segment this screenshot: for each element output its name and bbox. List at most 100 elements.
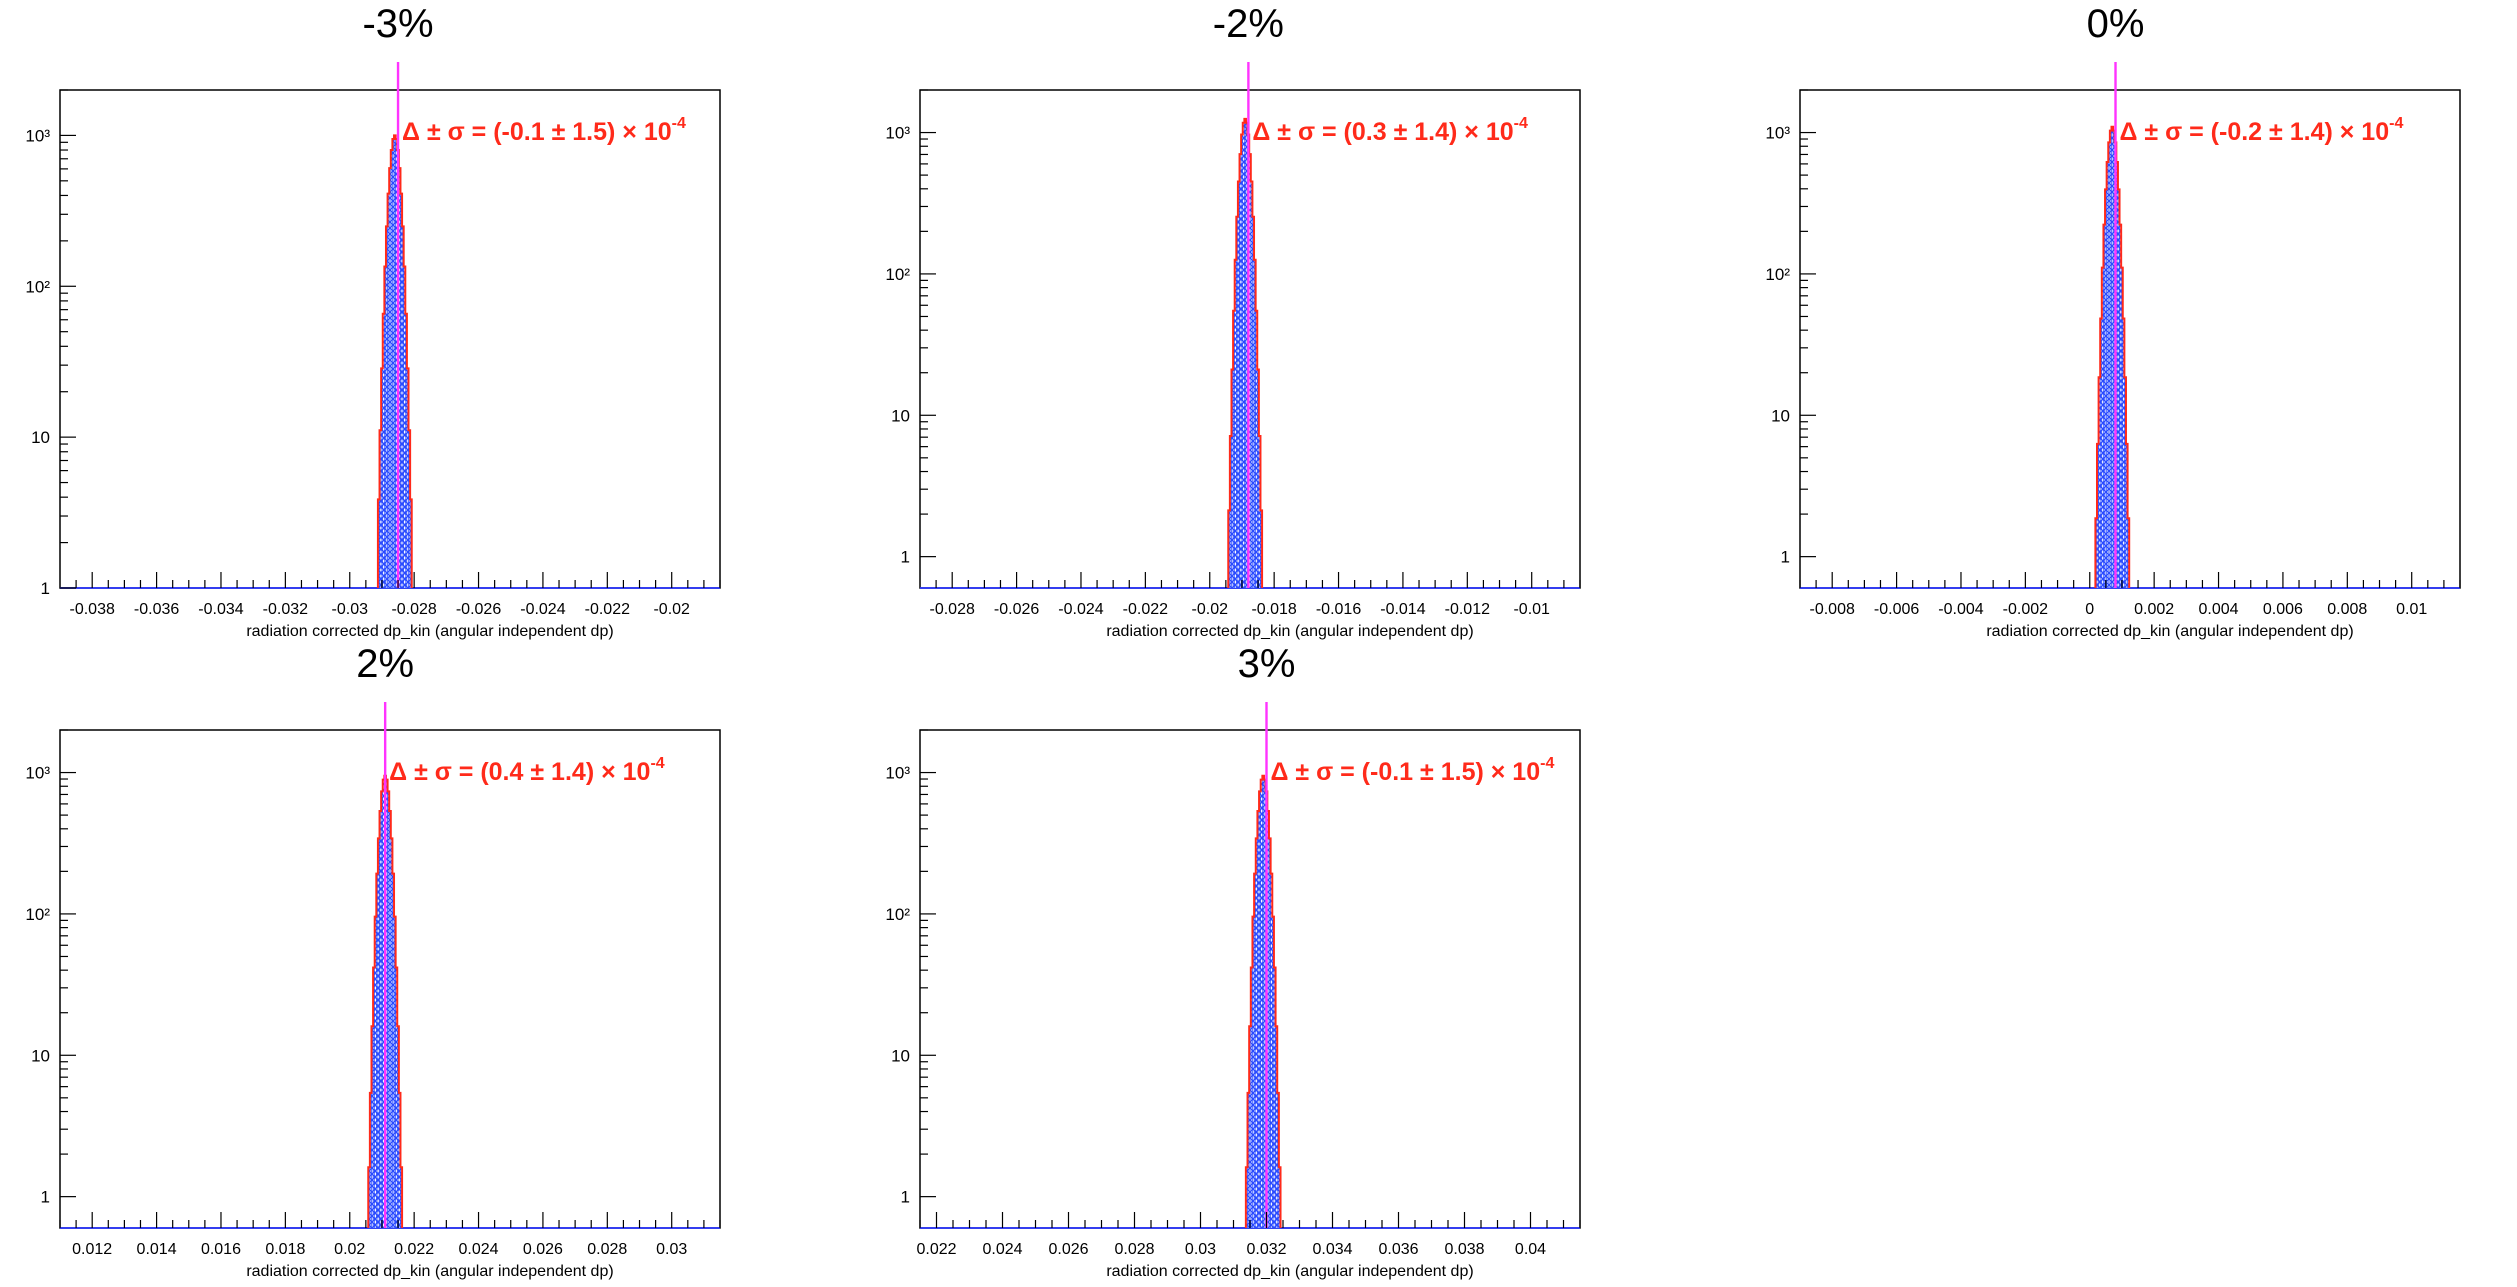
x-axis-ticks: -0.008 -0.006 -0.004 -0.002 0 0.002 0.004 0.006… [1799,572,2461,618]
x-tick-label: 0.006 [2263,601,2303,618]
y-axis-ticks: 1 10 10² 10³ [25,89,76,598]
x-tick-label: 0.014 [137,1241,177,1258]
x-axis-ticks: 0.022 0.024 0.026 0.028 0.03 0.032 0.034 0.036 0… [916,1212,1581,1258]
chart-panel-plus3: 3% 0.022 0.024 0.026 0.028 0.03 0.032 0.034 0.03… [860,640,1660,1280]
fit-curve [1227,117,1264,588]
x-tick-label: 0.004 [2199,601,2239,618]
annotation-part: ± [1387,118,1415,146]
x-axis-title: radiation corrected dp_kin (angular inde… [1106,1263,1473,1280]
annotation-part: ) × 10 [1475,758,1540,786]
y-tick-label: 1 [901,548,910,567]
x-tick-label: -0.032 [263,601,308,618]
x-tick-label: -0.034 [198,601,243,618]
annotation-exponent: -4 [650,755,664,772]
panel-title: -3% [362,2,434,46]
chart-panel-0: 0% -0.008 -0.006 -0.004 -0.002 0 0.002 0.004 0.0… [1740,0,2517,640]
x-tick-label: -0.018 [1251,601,1296,618]
x-tick-label: 0.036 [1378,1241,1418,1258]
x-tick-label: 0.02 [334,1241,365,1258]
x-tick-label: 0.016 [201,1241,241,1258]
x-tick-label: -0.012 [1445,601,1490,618]
x-axis-title: radiation corrected dp_kin (angular inde… [1986,623,2353,640]
x-tick-label: -0.028 [930,601,975,618]
y-tick-label: 10 [891,406,910,425]
annotation-part: 1.5 [572,118,607,146]
y-tick-label: 10² [25,905,50,924]
x-tick-label: 0.034 [1312,1241,1352,1258]
histogram-svg: -0.008 -0.006 -0.004 -0.002 0 0.002 0.004 0.006… [1765,62,2461,640]
x-tick-label: 0.04 [1515,1241,1546,1258]
y-tick-label: 10³ [25,126,50,145]
x-tick-label: 0.022 [916,1241,956,1258]
plot-frame [1799,89,2461,589]
x-tick-label: -0.02 [653,601,690,618]
panel-title: 2% [356,642,415,686]
y-axis-ticks: 1 10 10² 10³ [885,89,936,567]
y-tick-label: 10² [885,265,910,284]
annotation-part: 1.4 [2290,118,2325,146]
x-tick-label: -0.02 [1192,601,1229,618]
y-axis-ticks: 1 10 10² 10³ [25,729,76,1207]
panel-title: 3% [1237,642,1296,686]
y-tick-label: 1 [41,1188,50,1207]
annotation-exponent: -4 [1540,755,1554,772]
fit-annotation: Δ ± σ = (0.4 ± 1.4) × 10-4 [389,755,665,786]
x-tick-label: -0.022 [1123,601,1168,618]
x-tick-label: -0.03 [332,601,369,618]
fit-annotation: Δ ± σ = (-0.1 ± 1.5) × 10-4 [402,115,686,146]
x-axis-ticks: -0.038 -0.036 -0.034 -0.032 -0.03 -0.028 -0.02… [70,572,721,618]
annotation-part: Δ ± σ = ( [1271,758,1371,786]
annotation-part: ) × 10 [607,118,672,146]
chart-panel-minus2: -2% -0.028 -0.026 -0.024 -0.022 -0.02 -0.018 -0… [860,0,1660,640]
x-tick-label: -0.004 [1938,601,1983,618]
y-tick-label: 10³ [1765,124,1790,143]
x-tick-label: 0.018 [265,1241,305,1258]
x-tick-label: 0.028 [587,1241,627,1258]
x-tick-label: 0.022 [394,1241,434,1258]
x-tick-label: -0.014 [1380,601,1425,618]
x-tick-label: 0.012 [72,1241,112,1258]
y-tick-label: 10 [31,1046,50,1065]
annotation-part: Δ ± σ = ( [389,758,489,786]
y-axis-ticks: 1 10 10² 10³ [1765,89,1816,567]
y-tick-label: 10 [31,428,50,447]
annotation-part: -0.1 [502,118,545,146]
x-tick-label: -0.024 [1058,601,1103,618]
annotation-part: ± [523,758,551,786]
annotation-part: ) × 10 [586,758,651,786]
x-tick-label: 0.032 [1246,1241,1286,1258]
fit-annotation: Δ ± σ = (-0.2 ± 1.4) × 10-4 [2120,115,2404,146]
annotation-part: 1.5 [1441,758,1476,786]
annotation-part: 0.4 [489,758,524,786]
y-tick-label: 10² [1765,265,1790,284]
annotation-part: ± [1413,758,1441,786]
x-tick-label: 0.008 [2327,601,2367,618]
y-tick-label: 10³ [25,764,50,783]
x-tick-label: -0.026 [994,601,1039,618]
x-tick-label: 0.038 [1444,1241,1484,1258]
fit-annotation: Δ ± σ = (0.3 ± 1.4) × 10-4 [1252,115,1528,146]
annotation-part: ± [545,118,573,146]
histogram-svg: -0.028 -0.026 -0.024 -0.022 -0.02 -0.018 -0.01… [885,62,1581,640]
y-tick-label: 10³ [885,764,910,783]
annotation-part: 1.4 [551,758,586,786]
x-tick-label: 0.01 [2396,601,2427,618]
panel-title: 0% [2086,2,2145,46]
annotation-exponent: -4 [672,115,686,132]
x-tick-label: -0.024 [520,601,565,618]
y-tick-label: 10² [25,277,50,296]
fit-curve [376,134,413,588]
x-tick-label: 0.026 [523,1241,563,1258]
x-tick-label: -0.038 [70,601,115,618]
x-tick-label: 0.024 [982,1241,1022,1258]
x-tick-label: 0.03 [656,1241,687,1258]
histogram-svg: -0.038 -0.036 -0.034 -0.032 -0.03 -0.028 -0.02… [25,62,721,640]
x-tick-label: 0 [2085,601,2094,618]
x-tick-label: -0.008 [1810,601,1855,618]
x-axis-ticks: 0.012 0.014 0.016 0.018 0.02 0.022 0.024 0.026 0… [59,1212,721,1258]
x-tick-label: -0.026 [456,601,501,618]
y-tick-label: 1 [901,1188,910,1207]
x-tick-label: -0.006 [1874,601,1919,618]
x-tick-label: 0.026 [1048,1241,1088,1258]
annotation-part: -0.2 [2219,118,2262,146]
